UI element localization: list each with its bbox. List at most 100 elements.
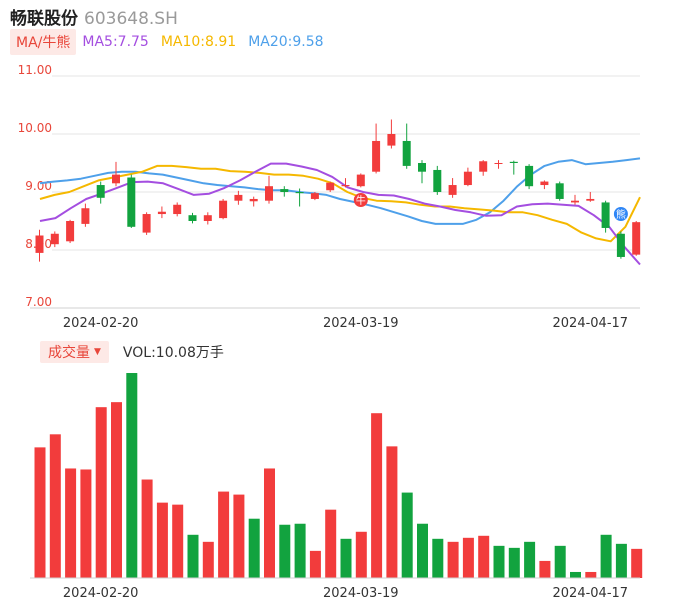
volume-x-tick-label: 2024-04-17 xyxy=(553,586,629,601)
signal-marker-label: 牛 xyxy=(356,194,366,207)
candle-body xyxy=(249,198,258,202)
volume-bar xyxy=(141,479,153,578)
candle-body xyxy=(127,177,136,227)
candle-body xyxy=(555,183,564,199)
y-tick-label: 10.00 xyxy=(18,121,52,135)
stock-header: 畅联股份 603648.SH xyxy=(10,4,178,29)
volume-bar xyxy=(172,504,184,578)
volume-bar xyxy=(340,538,352,578)
candle-body xyxy=(188,215,197,221)
volume-bar xyxy=(65,468,77,578)
candle-body xyxy=(280,189,289,192)
candle-body xyxy=(356,174,365,187)
ma5-line xyxy=(39,162,641,266)
y-tick-label: 9.00 xyxy=(25,179,52,193)
candle-body xyxy=(632,222,641,255)
volume-bar xyxy=(462,537,474,578)
volume-bar xyxy=(187,534,199,578)
volume-bar xyxy=(417,523,428,578)
volume-bar xyxy=(264,468,275,578)
candle-body xyxy=(341,185,350,187)
volume-bar xyxy=(570,571,581,578)
candle-body xyxy=(463,171,472,186)
volume-bar xyxy=(585,571,597,578)
volume-bar xyxy=(524,541,536,578)
volume-bar xyxy=(554,545,566,578)
volume-bar xyxy=(631,548,643,578)
stock-name: 畅联股份 xyxy=(10,9,78,29)
candle-body xyxy=(142,214,151,233)
ma-legend: MA/牛熊 MA5:7.75 MA10:8.91 MA20:9.58 xyxy=(10,29,336,55)
volume-bar xyxy=(233,494,245,578)
volume-bar xyxy=(539,560,551,578)
volume-bar xyxy=(111,402,122,578)
candle-body xyxy=(310,193,319,199)
volume-bar xyxy=(95,407,107,578)
ma20-label: MA20:9.58 xyxy=(248,34,324,50)
volume-bar xyxy=(493,545,505,578)
volume-bar xyxy=(49,434,61,578)
volume-bar xyxy=(432,538,444,578)
candle-body xyxy=(616,233,625,257)
volume-bar xyxy=(325,509,337,578)
volume-bar xyxy=(355,531,367,578)
signal-marker-label: 熊 xyxy=(616,208,626,221)
candle-body xyxy=(540,181,549,186)
volume-bar xyxy=(371,413,383,578)
candle-body xyxy=(372,140,381,172)
candle-body xyxy=(601,202,610,228)
y-tick-label: 11.00 xyxy=(18,63,52,77)
volume-bar xyxy=(386,446,398,578)
candle-body xyxy=(66,221,75,242)
x-tick-label: 2024-02-20 xyxy=(63,316,139,331)
volume-legend: 成交量 ▼ VOL:10.08万手 xyxy=(40,341,224,363)
candle-body xyxy=(418,163,426,172)
candle-body xyxy=(525,165,534,187)
x-tick-label: 2024-03-19 xyxy=(323,316,399,331)
volume-value: VOL:10.08万手 xyxy=(122,345,224,361)
volume-bar xyxy=(615,543,627,578)
candle-body xyxy=(35,235,44,253)
volume-bar xyxy=(218,491,230,578)
candle-body xyxy=(586,198,595,201)
volume-x-tick-label: 2024-03-19 xyxy=(323,586,399,601)
volume-bar xyxy=(401,492,413,578)
candle-body xyxy=(479,161,488,172)
volume-bar xyxy=(156,502,168,578)
candle-body xyxy=(571,200,579,203)
candle-body xyxy=(173,204,182,215)
candle-body xyxy=(81,208,90,224)
volume-bar xyxy=(600,534,612,578)
ma5-label: MA5:7.75 xyxy=(82,34,149,50)
volume-bar xyxy=(34,447,46,578)
candle-body xyxy=(50,233,59,245)
volume-indicator-dropdown[interactable]: 成交量 ▼ xyxy=(40,341,109,363)
volume-bar xyxy=(447,541,459,578)
ma10-line xyxy=(39,164,641,243)
candle-body xyxy=(265,186,273,201)
volume-bar xyxy=(478,535,490,578)
volume-x-tick-label: 2024-02-20 xyxy=(63,586,139,601)
volume-bar xyxy=(80,469,92,578)
signal-marker xyxy=(613,207,628,221)
x-tick-label: 2024-04-17 xyxy=(553,316,629,331)
ma10-label: MA10:8.91 xyxy=(160,34,237,50)
volume-bar xyxy=(279,524,291,578)
volume-bar xyxy=(294,523,306,578)
candle-body xyxy=(402,140,411,166)
candle-body xyxy=(509,161,518,163)
candle-body xyxy=(448,185,457,195)
candle-body xyxy=(295,192,304,194)
volume-bar xyxy=(508,547,520,578)
candle-body xyxy=(203,215,212,221)
volume-bar xyxy=(309,550,321,578)
stock-code: 603648.SH xyxy=(84,9,178,29)
y-tick-label: 7.00 xyxy=(25,295,52,309)
ma-indicator-toggle[interactable]: MA/牛熊 xyxy=(10,29,77,55)
volume-bar xyxy=(126,373,138,578)
volume-bar xyxy=(248,518,260,578)
candle-body xyxy=(157,211,166,215)
candle-body xyxy=(234,194,243,201)
caret-down-icon: ▼ xyxy=(94,347,101,357)
